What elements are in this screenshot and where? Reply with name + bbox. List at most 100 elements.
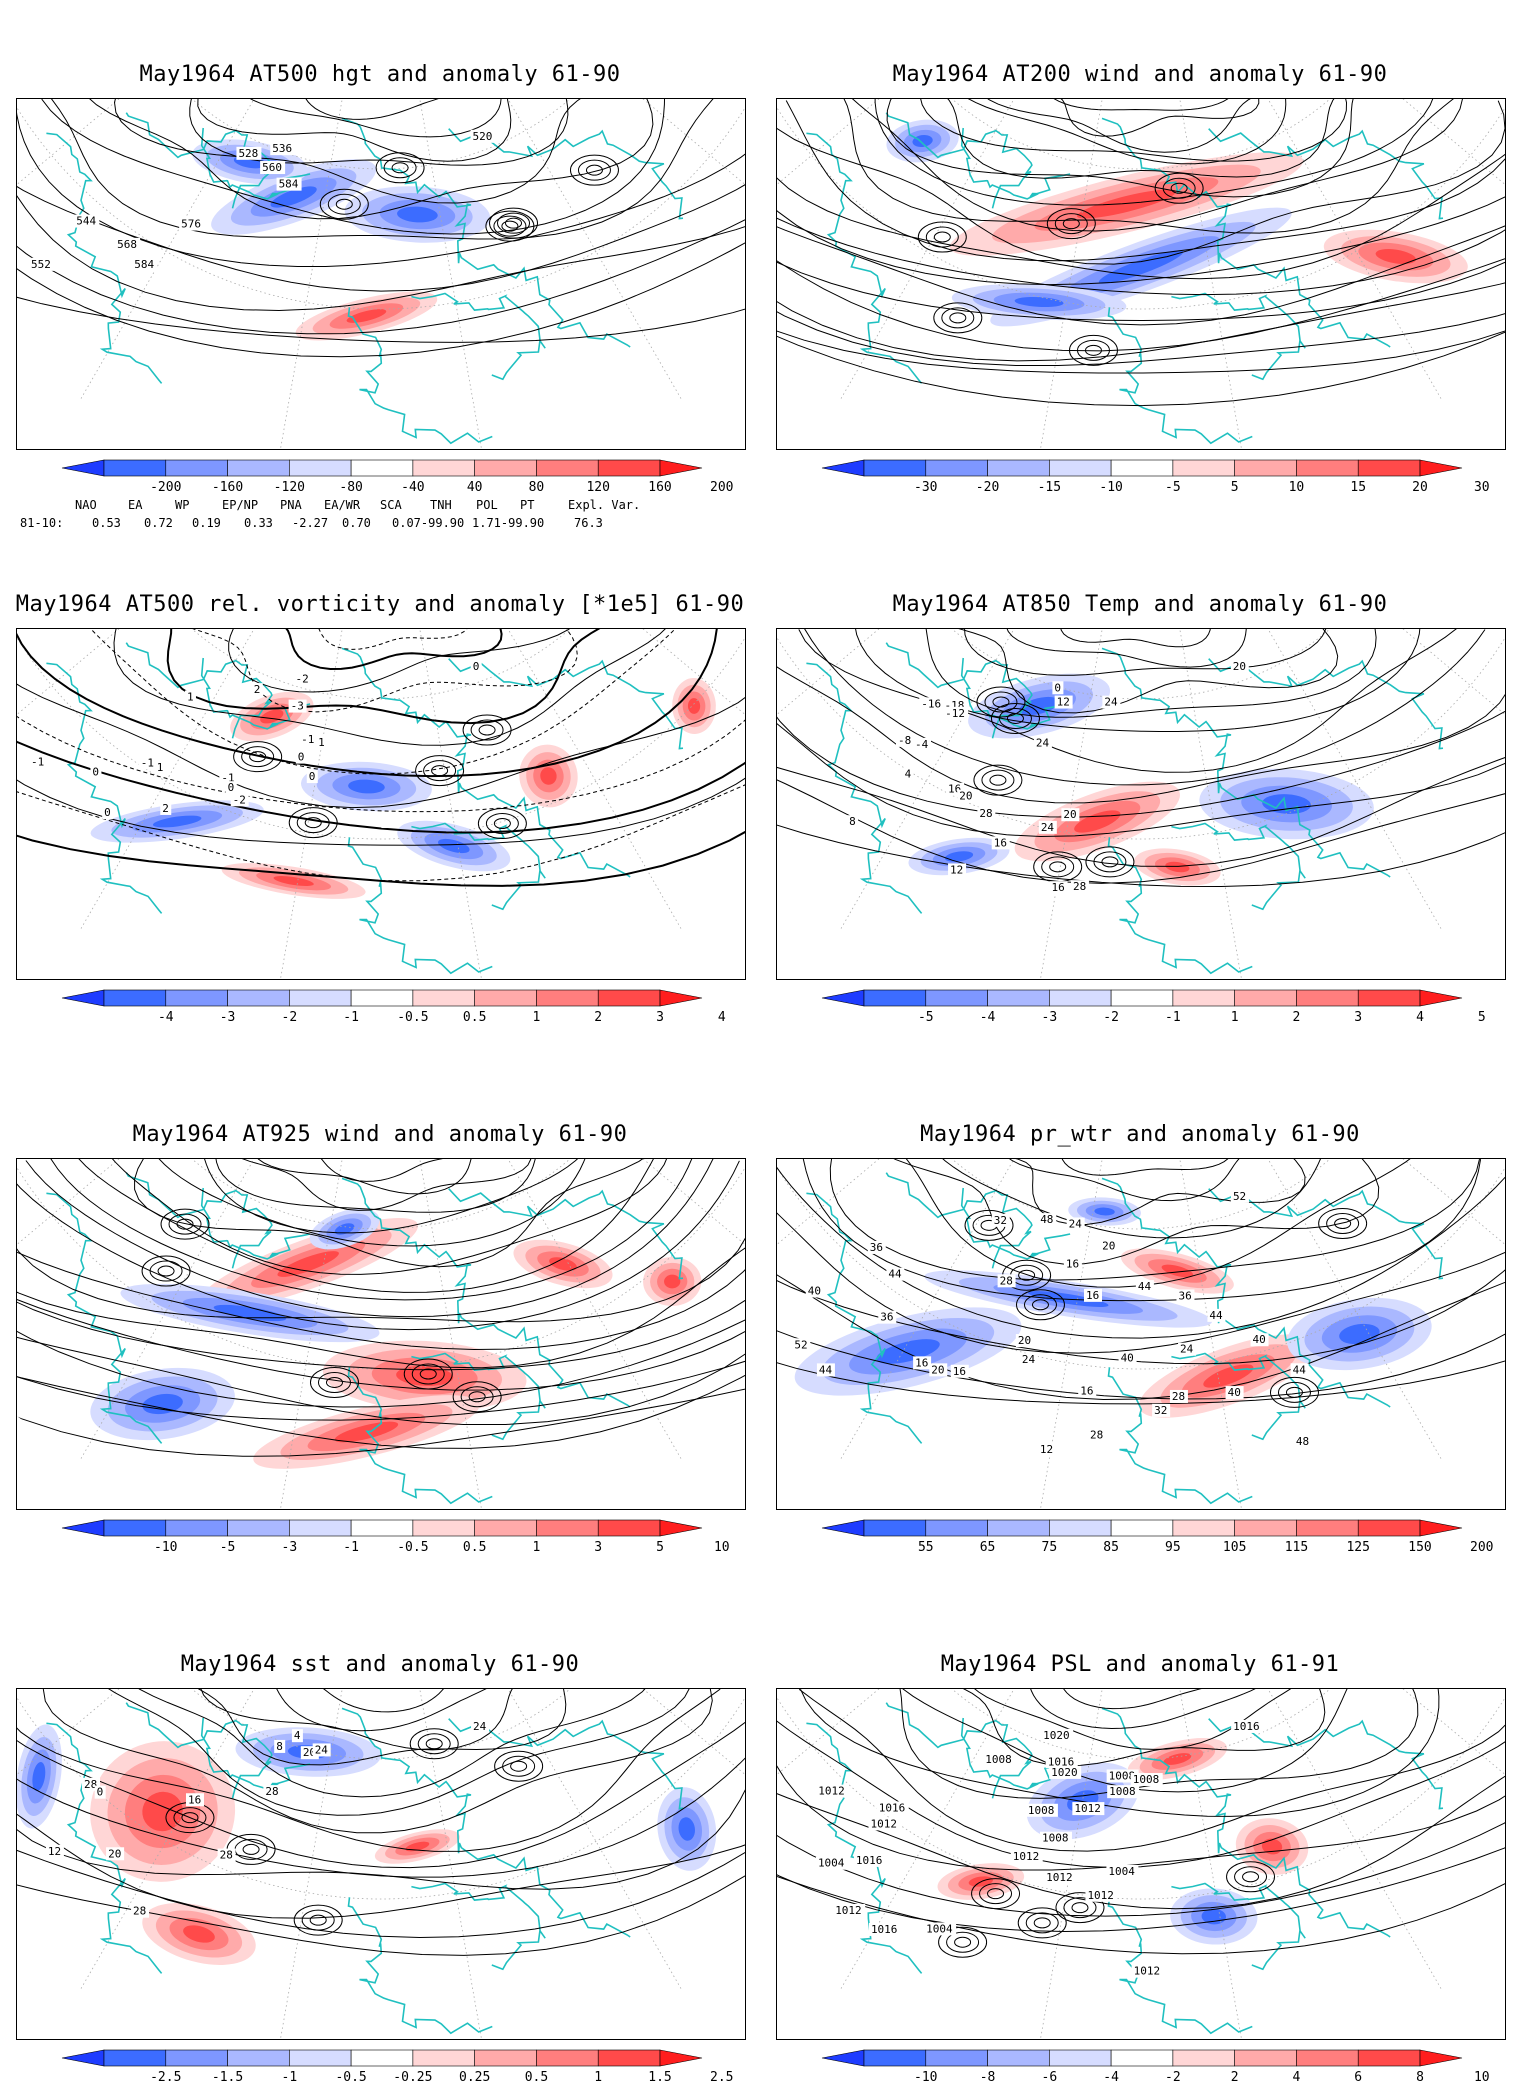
colorbar-swatch [925, 1519, 988, 1537]
panel-p5: May1964 AT925 wind and anomaly 61-90 -10-… [0, 1060, 760, 1560]
graticule [777, 1689, 1505, 2039]
colorbar-swatch [1357, 459, 1421, 477]
colorbar-tick-label: 8 [1416, 2070, 1424, 2085]
colorbar-tick-label: 0.5 [462, 1010, 487, 1025]
contour-label: -1 [141, 756, 154, 769]
contour-label: 28 [84, 1778, 97, 1791]
colorbar-swatch [987, 459, 1050, 477]
contour-label: 536 [272, 142, 292, 155]
colorbar-tick-label: 200 [710, 480, 734, 495]
colorbar-tick-label: 1 [1230, 1010, 1239, 1025]
polar-map [16, 1158, 746, 1510]
colorbar: -5 -4 -3 -2 -1 1 2 3 4 5 [821, 989, 1486, 1030]
teleconnection-value: -2.27 [292, 516, 329, 530]
colorbar-swatch [1049, 459, 1112, 477]
contour-label: 28 [1090, 1429, 1103, 1442]
contour-label: 16 [994, 836, 1007, 849]
map-plot: 20-16 -18-12-8 -40481216202428121624242016… [777, 629, 1505, 979]
map-plot: 520 528 536 544 552 560 568 576 584 584 [17, 99, 745, 449]
colorbar-tick-label: -8 [979, 2070, 996, 2085]
contour-label: 1016 [1233, 1720, 1260, 1733]
colorbar-swatch [474, 989, 537, 1007]
contour-labels: 1016 1012 1020 1008 1016 1012 1004 1016 1016 1012… [815, 1719, 1264, 1978]
teleconnection-value: 1.71-99.90 [472, 516, 545, 530]
contour-label: 24 [1104, 696, 1118, 709]
contour-labels: 520 528 536 544 552 560 568 576 584 584 [29, 129, 496, 271]
colorbar-tick-label: 4 [1292, 2070, 1301, 2085]
anomaly-region [397, 820, 511, 872]
anomaly-region [17, 1724, 62, 1829]
contour-label: 16 [1052, 881, 1065, 894]
graticule [17, 1159, 745, 1509]
colorbar-swatch [597, 2049, 661, 2067]
colorbar-tick-label: -1 [343, 1010, 359, 1025]
contour-label: 528 [238, 147, 258, 160]
contour-label: 1020 [1051, 1766, 1078, 1779]
contour-label: 4 [294, 1729, 301, 1742]
colorbar-tick-label: -6 [1041, 2070, 1058, 2085]
polar-map: 520 528 536 544 552 560 568 576 584 584 [16, 98, 746, 450]
colorbar-swatch [987, 1519, 1050, 1537]
colorbar-swatch [925, 989, 988, 1007]
colorbar: -10 -8 -6 -4 -2 2 4 6 8 10 [821, 2049, 1490, 2090]
colorbar-tick-label: -5 [1165, 480, 1181, 495]
contour-label: -8 [898, 734, 911, 747]
colorbar-tick-label: 10 [1288, 480, 1305, 495]
colorbar-swatch [925, 2049, 988, 2067]
contour-lines [17, 629, 745, 887]
teleconnection-value: 0.53 [92, 516, 121, 530]
colorbar-swatch [165, 459, 228, 477]
colorbar-swatch [1110, 989, 1174, 1007]
colorbar-swatch [597, 1519, 661, 1537]
contour-label: 1020 [1043, 1729, 1070, 1742]
anomaly-region [643, 1256, 702, 1307]
colorbar: 55 65 75 85 95 105 115 125 150 200 [821, 1519, 1494, 1560]
colorbar-tick-label: -4 [1103, 2070, 1119, 2085]
colorbar-swatch [536, 2049, 599, 2067]
anomaly-region [344, 186, 491, 243]
contour-label: 0 [298, 751, 305, 764]
anomaly-region [309, 1208, 380, 1250]
anomaly-region [519, 744, 578, 808]
contour-label: 4 [905, 767, 912, 780]
colorbar-swatch [412, 2049, 475, 2067]
colorbar-swatch [1172, 1519, 1235, 1537]
colorbar-tick-label: -20 [975, 480, 1000, 495]
contour-label: 0 [228, 781, 235, 794]
panel-title: May1964 AT850 Temp and anomaly 61-90 [892, 592, 1388, 617]
colorbar-tick-label: 10 [713, 1540, 730, 1555]
colorbar-swatch [474, 2049, 537, 2067]
colorbar-tick-label: 1 [594, 2070, 603, 2085]
colorbar-swatch [536, 989, 599, 1007]
anomaly-region [1068, 1197, 1141, 1226]
colorbar-swatch [597, 459, 661, 477]
colorbar-tick-label: -5 [219, 1540, 236, 1555]
colorbar-tick-label: -0.5 [335, 2070, 367, 2085]
contour-label: 20 [1018, 1334, 1031, 1347]
coastlines [46, 642, 684, 975]
colorbar-swatch [1357, 2049, 1421, 2067]
anomaly-region [221, 863, 366, 899]
colorbar-tick-label: -0.5 [397, 1540, 429, 1555]
teleconnection-header: NAO [75, 498, 97, 512]
colorbar-swatch [1234, 2049, 1297, 2067]
contour-label: 1012 [1013, 1850, 1039, 1863]
colorbar-tick-label: 3 [1354, 1010, 1363, 1025]
anomaly-region [1235, 1818, 1309, 1875]
contour-label: 16 [1066, 1257, 1079, 1270]
contour-label: 0 [309, 770, 316, 783]
colorbar-tick-label: -30 [914, 480, 938, 495]
colorbar-tick-label: 2.5 [710, 2070, 734, 2085]
colorbar-tick-label: -10 [154, 1540, 178, 1555]
contour-label: 24 [473, 1720, 487, 1733]
contour-label: 1008 [1133, 1773, 1160, 1786]
colorbar-tick-label: 125 [1346, 1540, 1370, 1555]
colorbar-swatch [1110, 2049, 1174, 2067]
panel-p2: May1964 AT200 wind and anomaly 61-90 -30-… [760, 0, 1520, 500]
teleconnection-header: EA [128, 498, 143, 512]
teleconnection-header: PT [520, 498, 535, 512]
contour-label: 48 [1040, 1213, 1053, 1226]
panel-p7: May1964 sst and anomaly 61-90 24 28 0 4 8 12 16… [0, 1590, 760, 2090]
contour-label: -1 [31, 756, 44, 769]
